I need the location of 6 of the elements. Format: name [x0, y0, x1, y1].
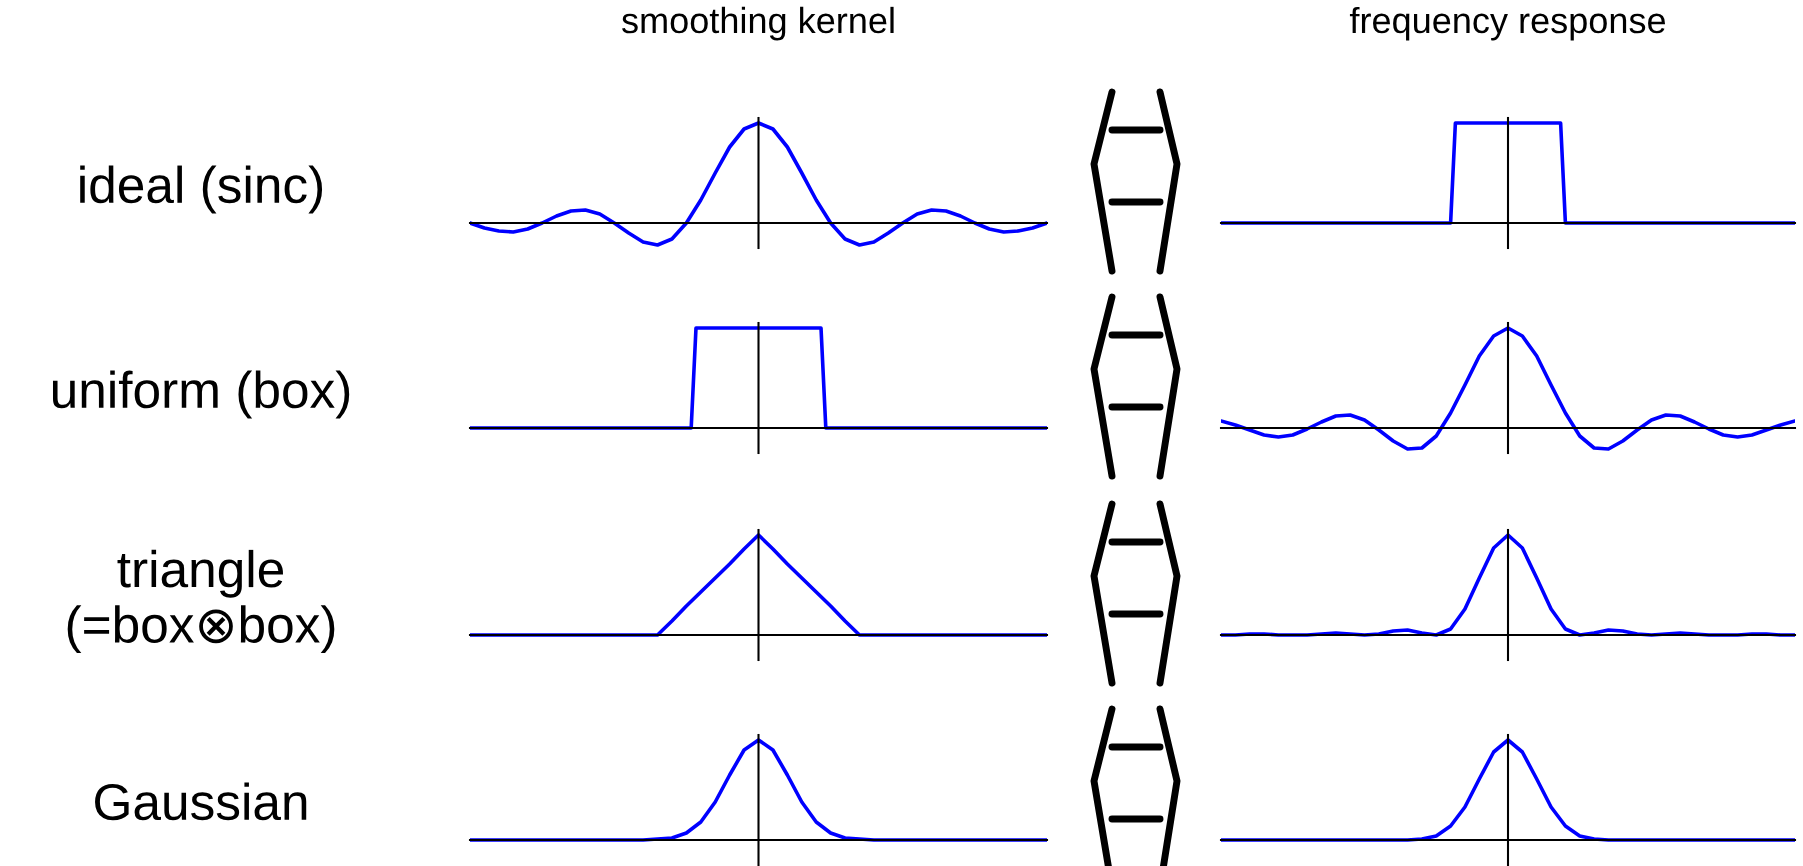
- y-axis-title: uniform (box): [53, 370, 350, 419]
- y-axis-title: triangle (=box⊗box): [67, 549, 335, 654]
- y-axis-title: Gaussian: [95, 782, 307, 821]
- chart-title: frequency response: [1349, 6, 1665, 41]
- chart-title: smoothing kernel: [622, 6, 894, 41]
- y-axis-title: ideal (sinc): [80, 165, 323, 214]
